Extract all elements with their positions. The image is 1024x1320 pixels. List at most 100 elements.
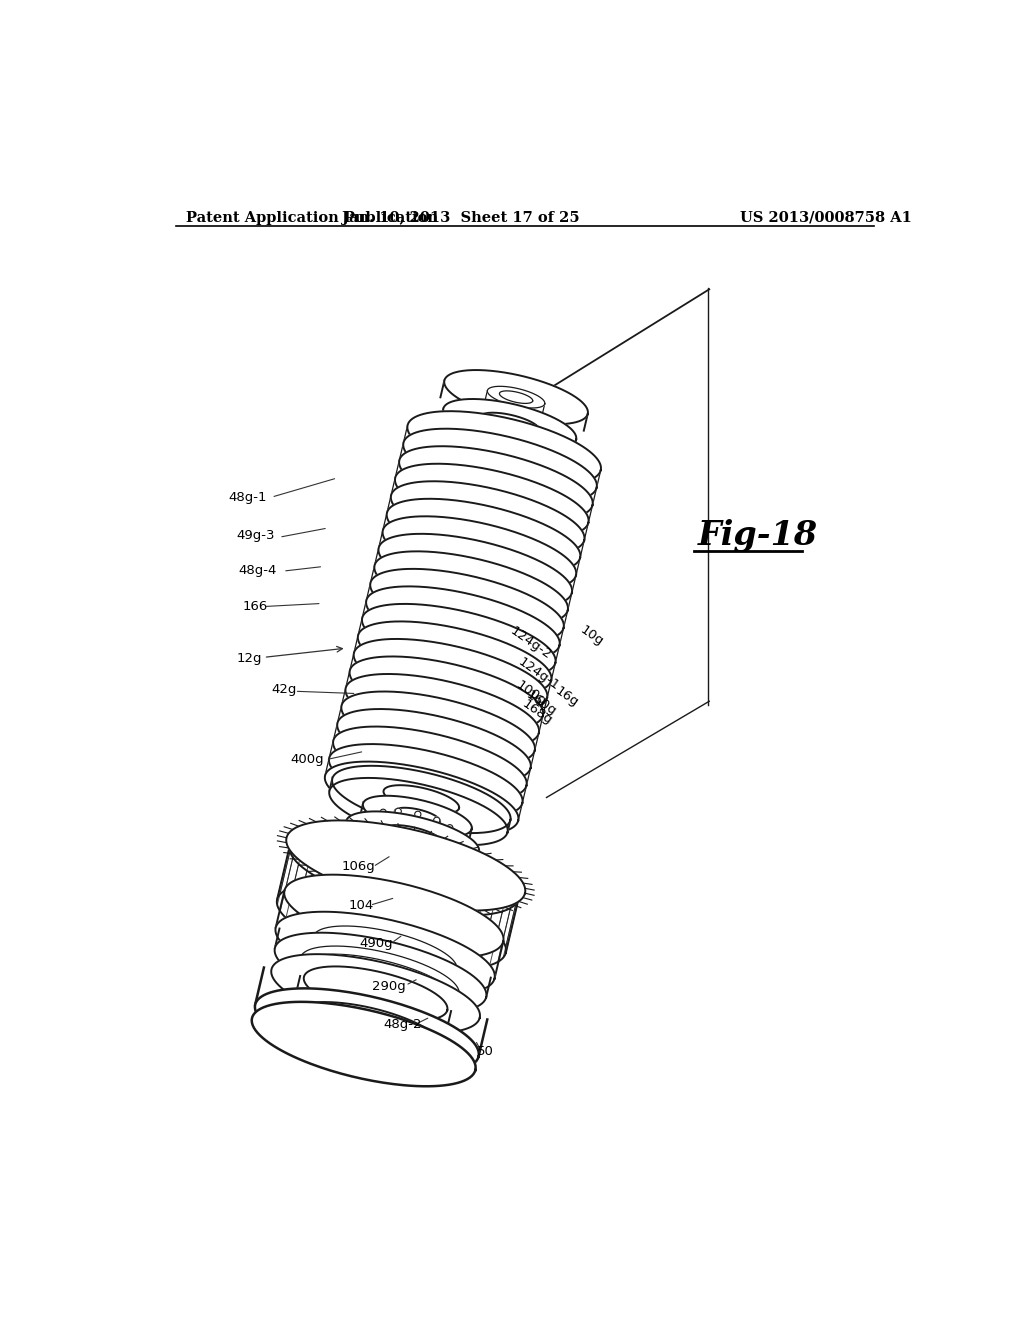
Circle shape [380,809,386,816]
Text: 16g: 16g [553,685,581,710]
Polygon shape [418,644,492,672]
Polygon shape [333,726,526,800]
Circle shape [415,812,421,817]
Polygon shape [332,766,511,833]
Circle shape [410,834,416,841]
Polygon shape [298,954,458,1014]
Polygon shape [381,867,426,884]
Text: US 2013/0008758 A1: US 2013/0008758 A1 [740,211,912,224]
Polygon shape [290,829,519,916]
Polygon shape [394,808,440,825]
Polygon shape [255,989,479,1073]
Text: 124g-1: 124g-1 [515,656,561,693]
Text: 12g: 12g [237,652,262,665]
Polygon shape [271,954,480,1032]
Text: 10g: 10g [578,623,606,648]
Polygon shape [379,855,432,875]
Polygon shape [304,966,447,1020]
Polygon shape [479,413,540,436]
Circle shape [444,836,451,842]
Polygon shape [325,762,518,834]
Circle shape [374,813,380,820]
Polygon shape [391,482,585,554]
Polygon shape [444,370,588,424]
Polygon shape [379,533,572,607]
Text: 124g-2: 124g-2 [508,624,554,663]
Circle shape [378,821,384,826]
Text: 490g: 490g [359,937,392,950]
Polygon shape [353,639,548,711]
Text: 48g-4: 48g-4 [239,564,278,577]
Polygon shape [487,387,545,408]
Text: 42g: 42g [271,684,297,696]
Polygon shape [358,814,467,855]
Circle shape [390,828,396,834]
Polygon shape [345,675,539,747]
Circle shape [433,817,439,824]
Text: 49g-3: 49g-3 [237,529,275,543]
Polygon shape [383,516,577,589]
Polygon shape [434,574,508,602]
Polygon shape [329,777,508,845]
Polygon shape [393,748,467,777]
Polygon shape [408,411,601,484]
Polygon shape [252,1002,476,1086]
Text: 168g: 168g [519,698,554,727]
Text: 48g-1: 48g-1 [228,491,267,504]
Polygon shape [329,825,487,886]
Text: 290g: 290g [372,979,406,993]
Polygon shape [287,821,525,911]
Polygon shape [390,826,435,843]
Polygon shape [451,504,525,532]
Polygon shape [467,434,542,462]
Polygon shape [403,429,597,502]
Polygon shape [357,622,552,694]
Polygon shape [459,469,534,496]
Circle shape [429,837,435,843]
Polygon shape [362,796,472,837]
Polygon shape [276,883,506,969]
Polygon shape [345,842,466,888]
Polygon shape [436,414,575,467]
Polygon shape [321,950,441,995]
Polygon shape [426,609,500,638]
Text: 160g: 160g [523,689,558,718]
Polygon shape [395,463,589,537]
Text: 104: 104 [349,899,374,912]
Polygon shape [381,797,457,826]
Polygon shape [371,569,564,642]
Circle shape [395,808,401,814]
Text: Fig-18: Fig-18 [697,519,818,552]
Polygon shape [274,933,486,1012]
Polygon shape [382,825,442,847]
Polygon shape [401,714,475,742]
Text: Jan. 10, 2013  Sheet 17 of 25: Jan. 10, 2013 Sheet 17 of 25 [342,211,580,224]
Polygon shape [297,962,456,1022]
Polygon shape [442,539,516,566]
Text: 106g: 106g [341,861,375,874]
Polygon shape [285,875,504,957]
Polygon shape [443,399,577,449]
Polygon shape [300,946,459,1006]
Text: Patent Application Publication: Patent Application Publication [186,211,438,224]
Polygon shape [372,842,444,869]
Text: 400g: 400g [291,752,325,766]
Polygon shape [399,446,593,519]
Polygon shape [378,838,441,862]
Polygon shape [341,692,535,764]
Circle shape [446,825,453,830]
Circle shape [451,832,457,838]
Polygon shape [329,744,522,817]
Polygon shape [375,552,568,624]
Polygon shape [500,391,532,404]
Polygon shape [387,499,581,572]
Polygon shape [275,912,495,994]
Polygon shape [384,785,459,813]
Text: 48g-2: 48g-2 [384,1018,422,1031]
Polygon shape [366,586,560,660]
Polygon shape [295,970,454,1030]
Polygon shape [384,784,459,812]
Polygon shape [337,709,530,781]
Polygon shape [361,603,556,677]
Polygon shape [346,812,479,862]
